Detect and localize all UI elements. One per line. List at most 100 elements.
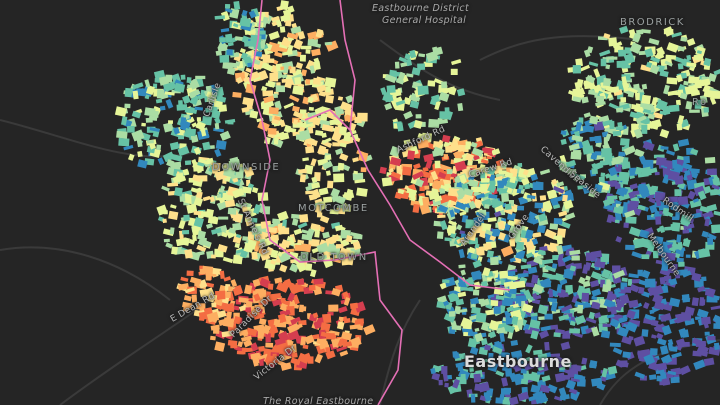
building-footprint <box>517 162 523 168</box>
building-footprint <box>168 120 173 124</box>
building-footprint <box>621 74 631 81</box>
building-footprint <box>654 171 660 176</box>
building-footprint <box>207 293 216 303</box>
building-footprint <box>214 341 226 352</box>
building-footprint <box>644 278 656 288</box>
building-footprint <box>633 190 641 196</box>
building-footprint <box>228 227 237 234</box>
building-footprint <box>639 187 651 199</box>
district-label-motcombe: MOTCOMBE <box>298 203 369 214</box>
building-footprint <box>241 106 250 113</box>
building-footprint <box>286 281 295 288</box>
building-footprint <box>487 361 496 369</box>
building-footprint <box>514 374 524 379</box>
building-footprint <box>421 132 432 142</box>
building-footprint <box>689 198 702 209</box>
building-footprint <box>549 223 559 230</box>
building-footprint <box>243 347 253 353</box>
building-footprint <box>499 393 505 400</box>
building-footprint <box>305 49 311 54</box>
building-footprint <box>487 167 496 176</box>
building-footprint <box>292 105 300 113</box>
building-footprint <box>621 277 628 282</box>
building-footprint <box>311 176 318 184</box>
building-footprint <box>258 353 269 360</box>
building-footprint <box>459 211 467 216</box>
town-label-eastbourne: Eastbourne <box>464 352 572 371</box>
building-footprint <box>701 316 711 325</box>
building-footprint <box>286 32 299 40</box>
building-footprint <box>419 203 431 215</box>
building-footprint <box>707 288 716 298</box>
building-footprint <box>521 257 528 263</box>
building-footprint <box>452 378 460 389</box>
building-footprint <box>322 160 333 170</box>
building-footprint <box>237 341 244 348</box>
building-footprint <box>568 143 580 151</box>
building-footprint <box>481 147 493 154</box>
building-footprint <box>699 205 710 213</box>
building-footprint <box>230 345 238 349</box>
building-footprint <box>260 54 271 60</box>
building-footprint <box>455 361 467 368</box>
building-footprint <box>560 138 567 145</box>
building-footprint <box>293 228 303 236</box>
building-footprint <box>470 270 482 281</box>
building-footprint <box>674 178 684 186</box>
building-footprint <box>195 121 206 131</box>
building-footprint <box>352 240 362 251</box>
building-footprint <box>649 309 655 315</box>
building-footprint <box>215 50 222 56</box>
building-footprint <box>622 351 631 359</box>
building-footprint <box>530 330 539 340</box>
building-footprint <box>702 210 714 220</box>
building-footprint <box>417 63 426 70</box>
building-footprint <box>517 391 530 402</box>
building-footprint <box>132 82 144 90</box>
road-0 <box>0 119 201 158</box>
building-footprint <box>333 173 345 183</box>
building-footprint <box>300 45 312 50</box>
building-footprint <box>311 247 320 254</box>
building-footprint <box>656 64 665 73</box>
building-footprint <box>553 332 561 338</box>
building-footprint <box>291 218 299 226</box>
building-footprint <box>253 314 265 320</box>
building-footprint <box>333 126 340 135</box>
building-footprint <box>409 49 417 59</box>
building-footprint <box>444 86 456 94</box>
building-footprint <box>676 74 683 83</box>
building-footprint <box>262 90 274 97</box>
building-footprint <box>131 110 142 119</box>
building-footprint <box>697 285 706 293</box>
building-footprint <box>308 118 316 123</box>
building-footprint <box>465 141 471 150</box>
building-footprint <box>250 342 259 352</box>
building-footprint <box>539 277 552 288</box>
building-footprint <box>297 30 306 40</box>
building-footprint <box>310 158 317 167</box>
building-footprint <box>257 330 265 339</box>
building-footprint <box>556 283 563 294</box>
building-footprint <box>693 359 706 371</box>
building-footprint <box>562 361 572 368</box>
building-footprint <box>537 366 544 371</box>
building-footprint <box>568 169 577 175</box>
building-footprint <box>503 281 514 287</box>
building-footprint <box>465 152 475 162</box>
building-footprint <box>279 303 289 312</box>
building-footprint <box>350 232 362 238</box>
building-footprint <box>223 276 231 282</box>
building-footprint <box>475 211 484 218</box>
building-footprint <box>600 253 610 263</box>
building-footprint <box>534 202 543 209</box>
building-footprint <box>659 110 667 116</box>
building-footprint <box>239 250 248 259</box>
building-footprint <box>539 195 547 201</box>
building-footprint <box>316 212 323 218</box>
building-footprint <box>513 324 520 333</box>
building-footprint <box>239 47 246 54</box>
building-footprint <box>554 355 567 365</box>
